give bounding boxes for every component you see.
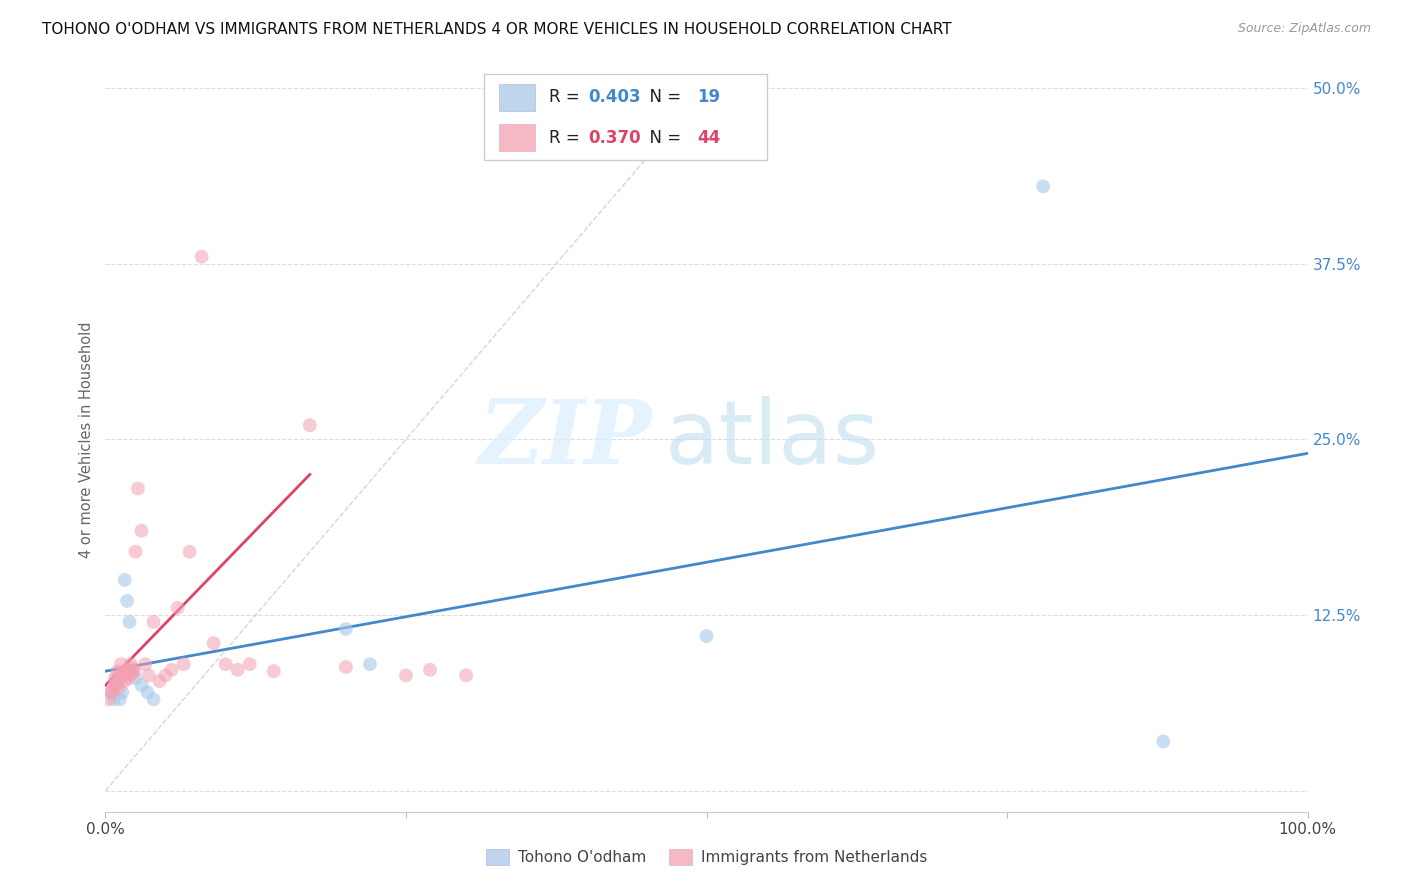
Point xyxy=(124,671,146,685)
Text: Source: ZipAtlas.com: Source: ZipAtlas.com xyxy=(1237,22,1371,36)
Point xyxy=(454,668,477,682)
Point xyxy=(112,664,135,678)
Text: R =: R = xyxy=(548,128,585,146)
Point xyxy=(108,671,131,685)
Text: 19: 19 xyxy=(697,88,720,106)
Point xyxy=(696,629,718,643)
Point xyxy=(131,524,153,538)
Point xyxy=(148,673,170,688)
Point xyxy=(166,601,188,615)
Text: R =: R = xyxy=(548,88,585,106)
Point xyxy=(335,622,357,636)
Point xyxy=(114,573,136,587)
Text: ZIP: ZIP xyxy=(479,396,652,483)
Point xyxy=(103,692,125,706)
Point xyxy=(138,668,160,682)
Point xyxy=(105,678,128,692)
Point xyxy=(115,663,138,677)
Y-axis label: 4 or more Vehicles in Household: 4 or more Vehicles in Household xyxy=(79,321,94,558)
Point xyxy=(115,594,138,608)
Point xyxy=(111,667,134,681)
Point xyxy=(103,678,125,692)
Point xyxy=(131,678,153,692)
Point xyxy=(202,636,225,650)
Point xyxy=(110,657,132,672)
Legend: Tohono O'odham, Immigrants from Netherlands: Tohono O'odham, Immigrants from Netherla… xyxy=(479,843,934,871)
Point xyxy=(124,545,146,559)
Point xyxy=(155,668,177,682)
Text: TOHONO O'ODHAM VS IMMIGRANTS FROM NETHERLANDS 4 OR MORE VEHICLES IN HOUSEHOLD CO: TOHONO O'ODHAM VS IMMIGRANTS FROM NETHER… xyxy=(42,22,952,37)
Point xyxy=(419,663,441,677)
Text: 44: 44 xyxy=(697,128,720,146)
Point xyxy=(395,668,418,682)
Point xyxy=(107,681,129,695)
Text: N =: N = xyxy=(640,128,686,146)
Point xyxy=(108,692,131,706)
FancyBboxPatch shape xyxy=(484,74,766,160)
Point xyxy=(142,615,165,629)
FancyBboxPatch shape xyxy=(499,124,534,152)
Point xyxy=(359,657,381,672)
Point xyxy=(160,663,183,677)
Point xyxy=(239,657,262,672)
Point xyxy=(105,677,128,691)
Point xyxy=(1032,179,1054,194)
Point xyxy=(121,664,143,678)
Text: 0.403: 0.403 xyxy=(589,88,641,106)
Point xyxy=(173,657,195,672)
Point xyxy=(100,685,122,699)
Text: N =: N = xyxy=(640,88,686,106)
Point xyxy=(226,663,249,677)
Point xyxy=(1152,734,1174,748)
Point xyxy=(122,661,145,675)
Point xyxy=(190,250,212,264)
Point xyxy=(114,673,136,688)
Point xyxy=(136,685,159,699)
Point xyxy=(124,664,146,678)
Point xyxy=(127,482,149,496)
FancyBboxPatch shape xyxy=(499,84,534,112)
Point xyxy=(298,418,321,433)
Point xyxy=(101,682,124,697)
Point xyxy=(100,685,122,699)
Point xyxy=(117,671,139,685)
Point xyxy=(121,667,143,681)
Text: atlas: atlas xyxy=(665,396,880,483)
Point xyxy=(120,657,142,672)
Point xyxy=(214,657,236,672)
Point xyxy=(107,671,129,685)
Point xyxy=(335,660,357,674)
Point xyxy=(118,664,141,678)
Point xyxy=(115,668,138,682)
Point xyxy=(263,664,285,678)
Point xyxy=(107,664,129,678)
Point xyxy=(179,545,201,559)
Text: 0.370: 0.370 xyxy=(589,128,641,146)
Point xyxy=(134,657,156,672)
Point xyxy=(142,692,165,706)
Point xyxy=(104,671,127,685)
Point xyxy=(118,615,141,629)
Point xyxy=(98,692,121,706)
Point xyxy=(111,685,134,699)
